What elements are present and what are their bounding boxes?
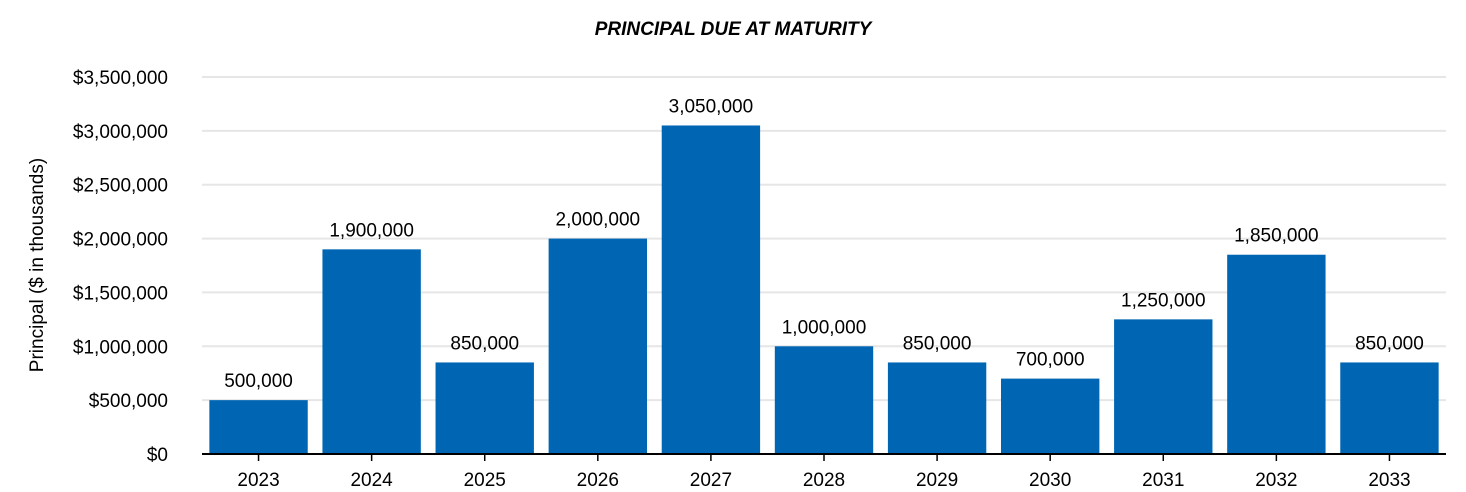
x-tick-label: 2033 [1368,470,1410,491]
y-tick-label: $2,500,000 [73,176,168,197]
bar [887,362,987,454]
data-label: 700,000 [1016,350,1085,371]
data-labels: 500,000 1,900,000 850,000 2,000,000 3,050,00… [224,96,1424,392]
data-label: 1,900,000 [329,220,414,241]
x-tick-label: 2025 [464,470,506,491]
bar [774,346,874,454]
x-tick-label: 2029 [916,470,958,491]
data-label: 850,000 [450,333,519,354]
x-tick-label: 2030 [1029,470,1071,491]
bars [209,125,1439,454]
data-label: 1,250,000 [1121,290,1206,311]
bar [209,400,308,454]
y-tick-label: $500,000 [89,391,168,412]
chart-title: PRINCIPAL DUE AT MATURITY [595,19,874,40]
y-axis-ticks: $0 $500,000 $1,000,000 $1,500,000 $2,000,000… [73,68,168,466]
bar [1000,378,1100,454]
x-axis-ticks: 2023 2024 2025 2026 2027 2028 2029 2030 2031 2032… [237,454,1411,491]
bar [1340,362,1439,454]
data-label: 850,000 [903,333,972,354]
x-tick-label: 2028 [803,470,845,491]
x-tick-label: 2023 [237,470,279,491]
y-tick-label: $3,000,000 [73,122,168,143]
y-axis-title: Principal ($ in thousands) [27,158,48,372]
bar [661,125,761,454]
y-tick-label: $1,500,000 [73,283,168,304]
data-label: 2,000,000 [556,210,641,231]
x-tick-label: 2027 [690,470,732,491]
data-label: 3,050,000 [669,96,754,117]
y-tick-label: $1,000,000 [73,337,168,358]
y-tick-label: $3,500,000 [73,68,168,89]
x-tick-label: 2032 [1255,470,1297,491]
bar [435,362,534,454]
x-tick-label: 2026 [577,470,619,491]
bar [1227,254,1326,454]
x-tick-label: 2031 [1142,470,1184,491]
y-tick-label: $2,000,000 [73,230,168,251]
bar [1114,319,1213,454]
bar [548,238,648,454]
data-label: 1,850,000 [1234,226,1319,247]
x-tick-label: 2024 [350,470,393,491]
y-tick-label: $0 [147,445,168,466]
data-label: 500,000 [224,371,293,392]
data-label: 850,000 [1355,333,1424,354]
bar [322,249,421,454]
data-label: 1,000,000 [782,317,867,338]
